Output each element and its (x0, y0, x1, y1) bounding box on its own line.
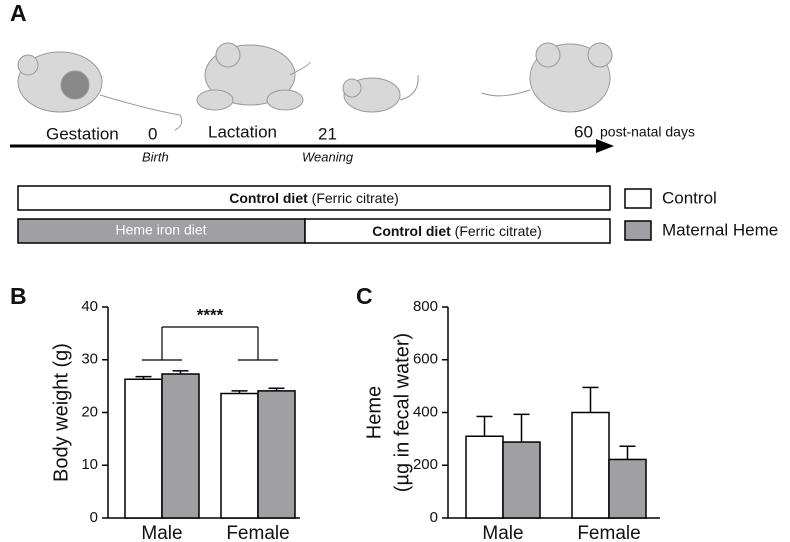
diet-label: Control diet (Ferric citrate) (229, 190, 399, 206)
y-tick-label: 30 (81, 351, 98, 368)
y-tick-label: 200 (413, 456, 438, 473)
diet-box (304, 218, 611, 244)
bar (161, 373, 200, 519)
diet-box (17, 185, 611, 211)
diet-label: Heme iron diet (115, 222, 206, 238)
panel-label: B (10, 283, 27, 309)
legend-label: Control (662, 188, 717, 207)
y-tick-label: 20 (81, 403, 98, 420)
timeline-day: 0 (148, 124, 157, 143)
y-tick-label: 10 (81, 456, 98, 473)
legend-swatch (624, 188, 652, 209)
timeline-day: 60 (574, 122, 593, 141)
timeline-arrowhead (596, 139, 614, 153)
timeline-label: Lactation (208, 122, 277, 141)
bar (220, 392, 259, 519)
diet-label: Control diet (Ferric citrate) (372, 223, 542, 239)
y-axis-label: Heme (363, 386, 385, 439)
timeline-event: Weaning (302, 149, 354, 164)
timeline-label: Gestation (46, 124, 119, 143)
bar (571, 411, 610, 519)
x-tick-label: Female (226, 523, 289, 542)
bar (502, 441, 541, 519)
y-tick-label: 0 (90, 509, 98, 526)
significance-label: **** (197, 305, 224, 324)
y-axis-label: Body weight (g) (50, 343, 72, 482)
timeline-unit: post-natal days (600, 124, 695, 140)
mouse-illustrations (17, 42, 613, 131)
y-tick-label: 800 (413, 298, 438, 315)
x-tick-label: Male (141, 523, 182, 542)
y-tick-label: 40 (81, 298, 98, 315)
bar (257, 390, 296, 519)
timeline-day: 21 (318, 124, 337, 143)
legend-swatch (624, 220, 652, 241)
x-tick-label: Female (577, 523, 640, 542)
timeline-event: Birth (142, 149, 169, 164)
bar (465, 435, 504, 519)
y-axis-label: (µg in fecal water) (391, 333, 413, 492)
panel-label: A (10, 0, 27, 26)
legend-label: Maternal Heme (662, 220, 778, 239)
diet-box (17, 218, 306, 244)
bar (608, 458, 647, 519)
y-tick-label: 400 (413, 403, 438, 420)
panel-label: C (356, 283, 373, 309)
y-tick-label: 0 (430, 509, 438, 526)
y-tick-label: 600 (413, 351, 438, 368)
x-tick-label: Male (482, 523, 523, 542)
bar (124, 378, 163, 519)
